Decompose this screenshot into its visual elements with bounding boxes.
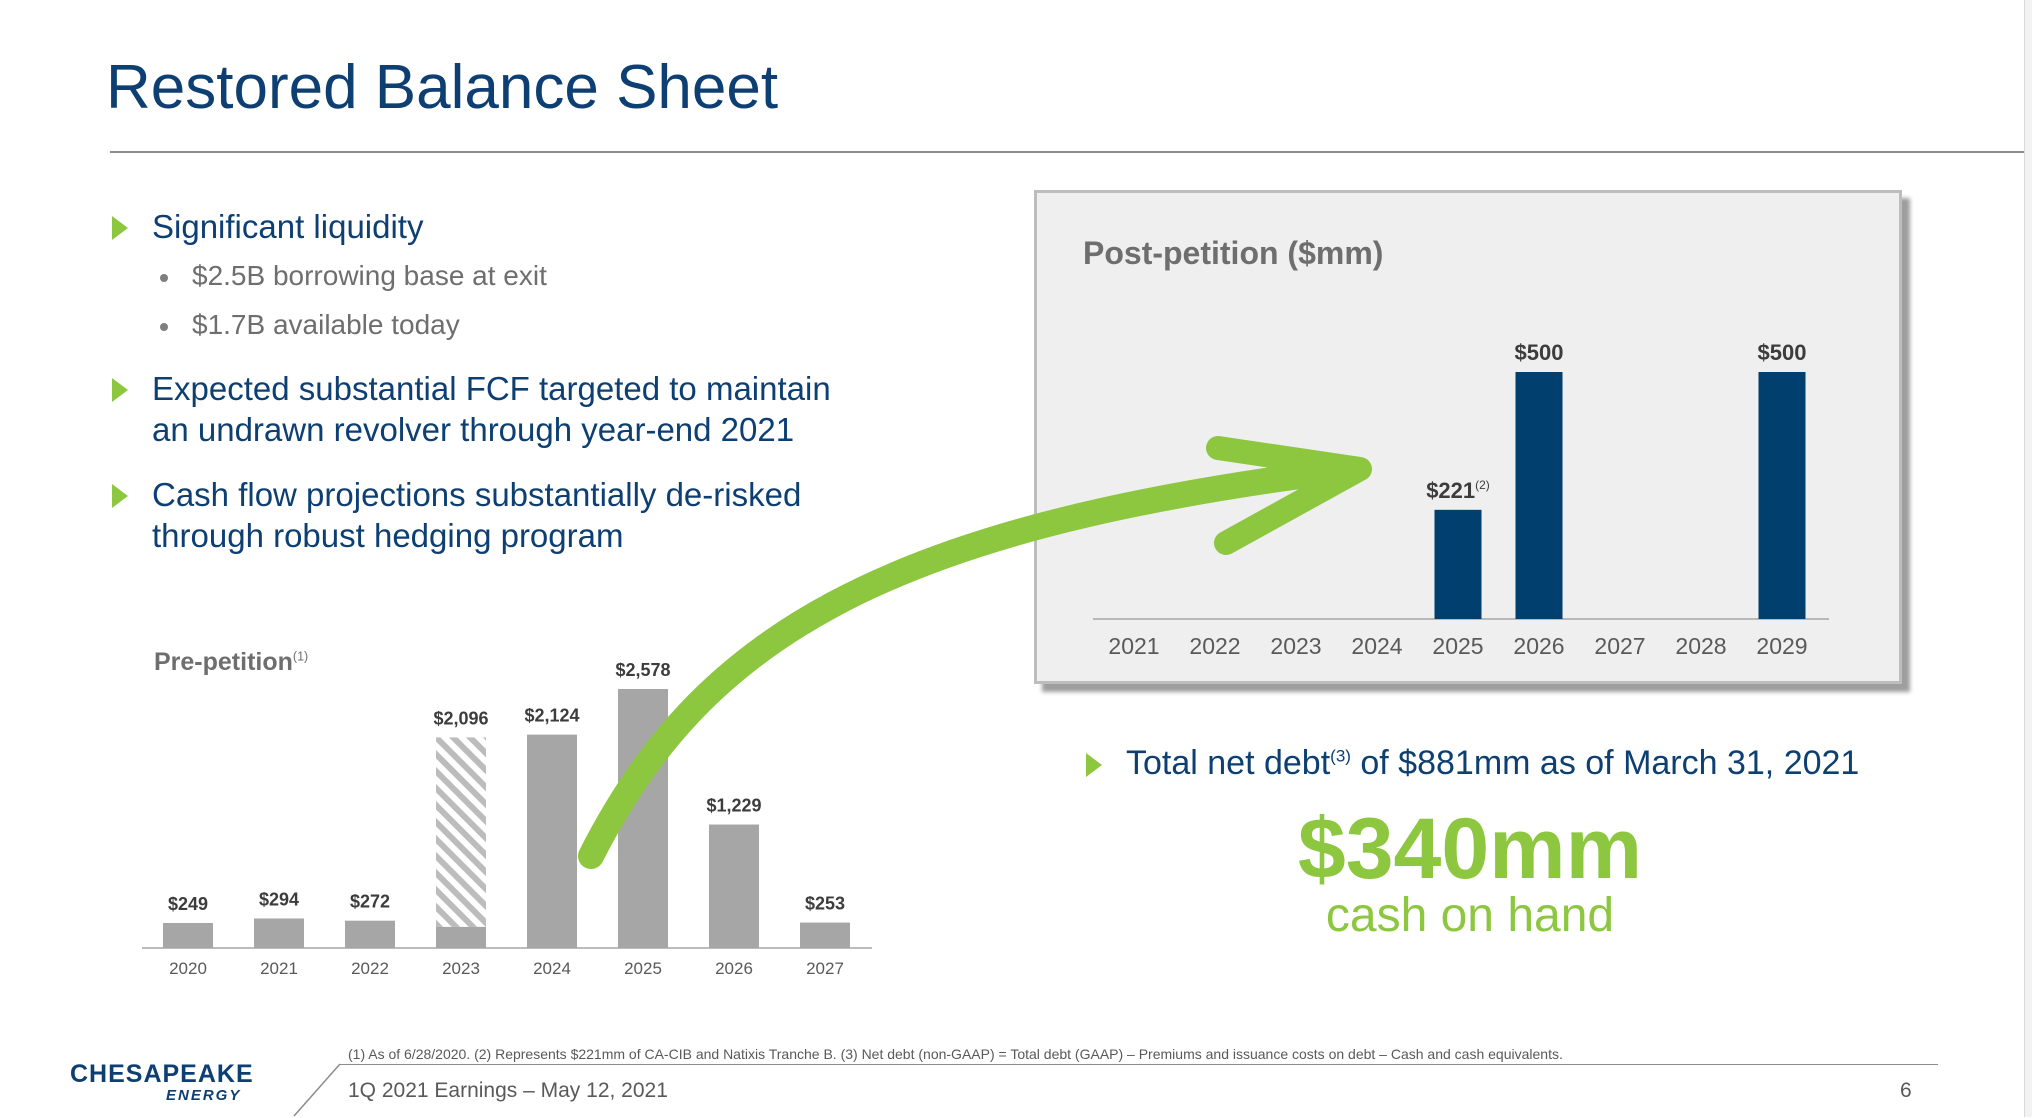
bar: [436, 926, 486, 948]
x-tick-label: 2024: [533, 959, 571, 978]
post-petition-title: Post-petition ($mm): [1083, 235, 1384, 271]
x-tick-label: 2022: [1189, 633, 1240, 659]
page-number: 6: [1900, 1079, 1912, 1102]
bullet-fcf: Expected substantial FCF targeted to mai…: [112, 368, 992, 450]
footer-slash: [293, 1063, 341, 1117]
x-tick-label: 2028: [1675, 633, 1726, 659]
bar: [1434, 509, 1482, 619]
footer-text: 1Q 2021 Earnings – May 12, 2021: [348, 1079, 668, 1102]
x-tick-label: 2020: [169, 959, 207, 978]
data-label: $500: [1515, 340, 1564, 365]
bar: [527, 734, 577, 948]
slide-edge: [2024, 0, 2032, 1117]
bullet-line: through robust hedging program: [152, 517, 624, 554]
bar: [345, 920, 395, 948]
sub-bullet: $2.5B borrowing base at exit: [160, 260, 547, 292]
triangle-bullet-icon: [112, 378, 128, 402]
x-tick-label: 2027: [806, 959, 844, 978]
footer-divider: [340, 1064, 1938, 1065]
post-petition-panel: Post-petition ($mm) 2021 2022 2023 2024 $221…: [1034, 190, 1902, 684]
triangle-bullet-icon: [112, 216, 128, 240]
sub-bullet-text: $2.5B borrowing base at exit: [192, 260, 547, 291]
data-label: $253: [805, 894, 845, 914]
bullet-line: Expected substantial FCF targeted to mai…: [152, 370, 831, 407]
footnote-marker: (3): [1330, 746, 1351, 766]
page-title: Restored Balance Sheet: [106, 53, 779, 122]
bar: [1758, 372, 1806, 619]
bar: [254, 918, 304, 948]
x-tick-label: 2026: [1513, 633, 1564, 659]
net-debt-bullet: Total net debt(3) of $881mm as of March …: [1086, 742, 1986, 784]
net-debt-suffix: of $881mm as of March 31, 2021: [1350, 744, 1860, 782]
x-tick-label: 2023: [1270, 633, 1321, 659]
cash-label: cash on hand: [1325, 889, 1615, 942]
bar: [618, 689, 668, 948]
bar: [709, 824, 759, 948]
bullet-liquidity: Significant liquidity: [112, 206, 992, 247]
triangle-bullet-icon: [112, 484, 128, 508]
bullet-text: Significant liquidity: [152, 208, 424, 245]
bar: [800, 922, 850, 948]
data-label: $2,578: [615, 660, 670, 680]
bar: [163, 922, 213, 948]
footnote-marker: (2): [1475, 478, 1490, 492]
x-tick-label: 2021: [260, 959, 298, 978]
bar: [1515, 372, 1563, 619]
data-label: $1,229: [706, 796, 761, 816]
x-tick-label: 2024: [1351, 633, 1402, 659]
sub-bullet-text: $1.7B available today: [192, 309, 460, 340]
data-label: $500: [1758, 340, 1807, 365]
data-label: $272: [350, 892, 390, 912]
x-tick-label: 2025: [1432, 633, 1483, 659]
bar-hatched: [436, 737, 486, 927]
x-tick-label: 2022: [351, 959, 389, 978]
data-label: $2,124: [524, 706, 579, 726]
x-tick-label: 2025: [624, 959, 662, 978]
x-tick-label: 2026: [715, 959, 753, 978]
bullet-text: Expected substantial FCF targeted to mai…: [152, 368, 992, 450]
data-label: $2,096: [433, 708, 488, 728]
pre-petition-title: Pre-petition(1): [154, 648, 308, 677]
post-petition-chart: 2021 2022 2023 2024 $221(2) 2025 $500 2026 2027 2…: [1093, 340, 1829, 659]
data-label: $249: [168, 894, 208, 914]
cash-amount: $340mm: [1297, 801, 1643, 897]
bullet-line: an undrawn revolver through year-end 202…: [152, 411, 795, 448]
net-debt-text: Total net debt(3) of $881mm as of March …: [1126, 742, 1986, 784]
x-tick-label: 2029: [1756, 633, 1807, 659]
dot-bullet-icon: [160, 273, 168, 282]
chart-title-text: Pre-petition: [154, 648, 293, 676]
x-tick-label: 2027: [1594, 633, 1645, 659]
sub-bullet: $1.7B available today: [160, 309, 460, 341]
triangle-bullet-icon: [1086, 753, 1102, 777]
company-logo: CHESAPEAKE ENERGY: [70, 1060, 254, 1104]
x-tick-label: 2021: [1108, 633, 1159, 659]
logo-main-text: CHESAPEAKE: [70, 1060, 254, 1088]
net-debt-prefix: Total net debt: [1126, 744, 1331, 782]
data-label: $294: [259, 889, 299, 909]
logo-sub-text: ENERGY: [166, 1087, 242, 1104]
footnotes: (1) As of 6/28/2020. (2) Represents $221…: [348, 1046, 1563, 1062]
data-label: $221(2): [1426, 478, 1490, 503]
footnote-marker: (1): [292, 649, 309, 664]
x-tick-label: 2023: [442, 959, 480, 978]
dot-bullet-icon: [160, 322, 168, 331]
title-divider: [110, 151, 2024, 153]
